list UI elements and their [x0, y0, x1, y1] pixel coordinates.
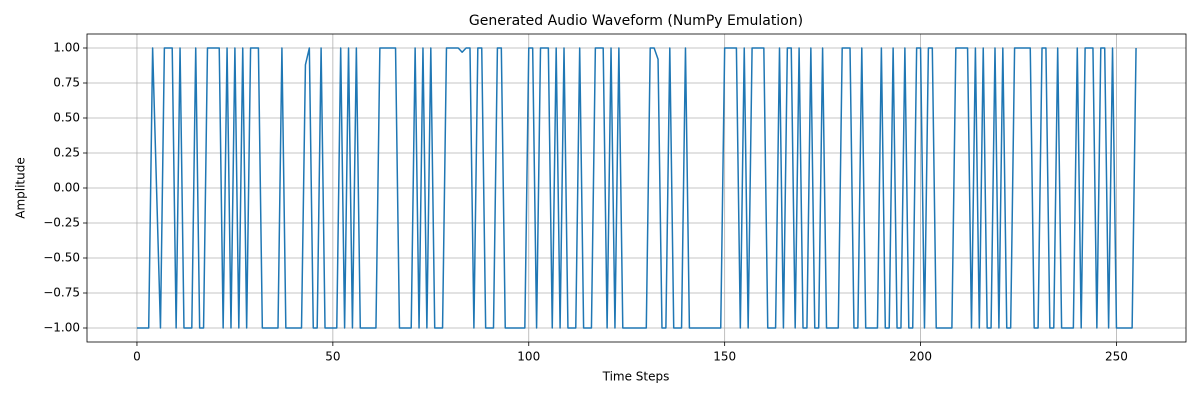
y-axis-label: Amplitude: [14, 157, 28, 219]
x-tick-label: 100: [517, 350, 540, 364]
y-tick-label: 0.50: [53, 111, 80, 125]
line-series: [136, 47, 1137, 329]
x-tick-label: 50: [325, 350, 340, 364]
x-tick-label: 150: [713, 350, 736, 364]
y-tick-label: 0.25: [53, 146, 80, 160]
x-tick-label: 250: [1105, 350, 1128, 364]
y-tick-label: −1.00: [43, 321, 80, 335]
y-tick-label: 0.75: [53, 76, 80, 90]
chart-title: Generated Audio Waveform (NumPy Emulatio…: [469, 13, 803, 29]
y-tick-label: −0.50: [43, 251, 80, 265]
x-tick-label: 0: [133, 350, 141, 364]
x-axis-label: Time Steps: [602, 370, 670, 384]
y-tick-label: −0.75: [43, 286, 80, 300]
plot-frame: [86, 33, 1187, 343]
y-tick-label: 1.00: [53, 41, 80, 55]
y-tick-label: 0.00: [53, 181, 80, 195]
x-tick-label: 200: [909, 350, 932, 364]
y-tick-label: −0.25: [43, 216, 80, 230]
